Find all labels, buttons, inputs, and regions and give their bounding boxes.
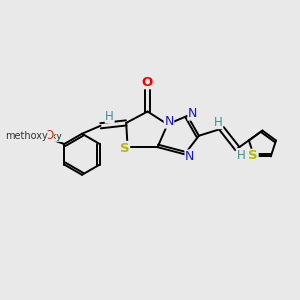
Text: N: N bbox=[164, 115, 174, 128]
Text: N: N bbox=[185, 150, 194, 163]
Text: O: O bbox=[44, 129, 53, 142]
Text: methoxy: methoxy bbox=[5, 131, 47, 141]
Text: S: S bbox=[120, 142, 130, 154]
Text: methoxy: methoxy bbox=[22, 132, 62, 141]
Text: N: N bbox=[188, 107, 197, 120]
Text: H: H bbox=[105, 110, 114, 123]
Text: H: H bbox=[236, 148, 245, 162]
Text: H: H bbox=[214, 116, 223, 129]
Text: S: S bbox=[248, 149, 258, 162]
Text: O: O bbox=[141, 76, 153, 89]
